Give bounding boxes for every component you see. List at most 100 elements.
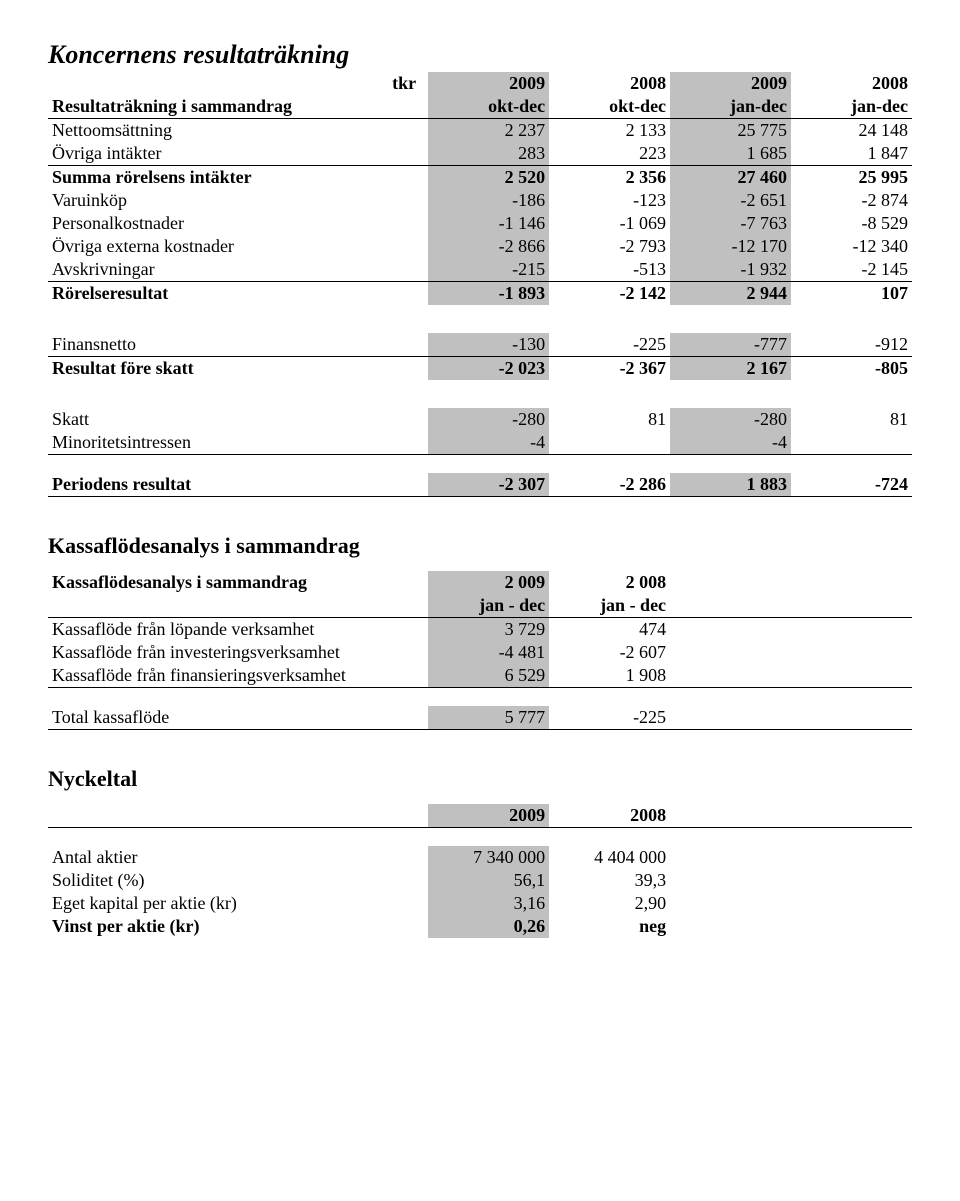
v3: -1 932 — [670, 258, 791, 282]
v1: 3 729 — [428, 618, 549, 642]
r-year-1: 2009 — [428, 804, 549, 828]
label: Rörelseresultat — [48, 282, 428, 306]
v3: -2 651 — [670, 189, 791, 212]
v2: -513 — [549, 258, 670, 282]
v4: -8 529 — [791, 212, 912, 235]
cf-row-total: Total kassaflöde 5 777 -225 — [48, 706, 912, 730]
v1: -2 307 — [428, 473, 549, 497]
label: Antal aktier — [48, 846, 428, 869]
v3: -7 763 — [670, 212, 791, 235]
ratios-table: 2009 2008 Antal aktier 7 340 000 4 404 0… — [48, 804, 912, 938]
v2: 39,3 — [549, 869, 670, 892]
cf-blank — [670, 571, 912, 594]
row-finans: Finansnetto -130 -225 -777 -912 — [48, 333, 912, 357]
v4 — [791, 431, 912, 455]
v2: -2 142 — [549, 282, 670, 306]
v2: -123 — [549, 189, 670, 212]
v3: 2 944 — [670, 282, 791, 306]
v3: 27 460 — [670, 166, 791, 190]
v1: -2 023 — [428, 357, 549, 381]
row-fore-skatt: Resultat före skatt -2 023 -2 367 2 167 … — [48, 357, 912, 381]
v1: 0,26 — [428, 915, 549, 938]
period-4: jan-dec — [791, 95, 912, 119]
v1: -4 — [428, 431, 549, 455]
label: Summa rörelsens intäkter — [48, 166, 428, 190]
v2: 2 133 — [549, 119, 670, 143]
cf-row-invest: Kassaflöde från investeringsverksamhet -… — [48, 641, 912, 664]
v1: 3,16 — [428, 892, 549, 915]
v4: -2 874 — [791, 189, 912, 212]
v4: -724 — [791, 473, 912, 497]
page-title: Koncernens resultaträkning — [48, 40, 912, 70]
tkr-label: tkr — [48, 72, 428, 95]
v4: -805 — [791, 357, 912, 381]
v1: 6 529 — [428, 664, 549, 688]
v2: -225 — [549, 333, 670, 357]
v4: 25 995 — [791, 166, 912, 190]
r-row-solid: Soliditet (%) 56,1 39,3 — [48, 869, 912, 892]
v1: -2 866 — [428, 235, 549, 258]
v2: 4 404 000 — [549, 846, 670, 869]
cf-row-finans: Kassaflöde från finansieringsverksamhet … — [48, 664, 912, 688]
label: Periodens resultat — [48, 473, 428, 497]
row-netto: Nettoomsättning 2 237 2 133 25 775 24 14… — [48, 119, 912, 143]
r-row-vinst: Vinst per aktie (kr) 0,26 neg — [48, 915, 912, 938]
v1: 2 520 — [428, 166, 549, 190]
v4: -12 340 — [791, 235, 912, 258]
label: Kassaflöde från löpande verksamhet — [48, 618, 428, 642]
v1: -1 893 — [428, 282, 549, 306]
v2: 2 356 — [549, 166, 670, 190]
v2: 223 — [549, 142, 670, 166]
v3: -280 — [670, 408, 791, 431]
v2: 2,90 — [549, 892, 670, 915]
r-year-2: 2008 — [549, 804, 670, 828]
year-3: 2009 — [670, 72, 791, 95]
v4: -2 145 — [791, 258, 912, 282]
v3: -12 170 — [670, 235, 791, 258]
label: Kassaflöde från investeringsverksamhet — [48, 641, 428, 664]
period-1: okt-dec — [428, 95, 549, 119]
row-avskr: Avskrivningar -215 -513 -1 932 -2 145 — [48, 258, 912, 282]
row-varuinkop: Varuinköp -186 -123 -2 651 -2 874 — [48, 189, 912, 212]
cf-year-1: 2 009 — [428, 571, 549, 594]
v1: 56,1 — [428, 869, 549, 892]
v2: -225 — [549, 706, 670, 730]
v1: 283 — [428, 142, 549, 166]
label: Finansnetto — [48, 333, 428, 357]
cf-row-lopande: Kassaflöde från löpande verksamhet 3 729… — [48, 618, 912, 642]
v1: 7 340 000 — [428, 846, 549, 869]
v1: -280 — [428, 408, 549, 431]
row-personal: Personalkostnader -1 146 -1 069 -7 763 -… — [48, 212, 912, 235]
year-4: 2008 — [791, 72, 912, 95]
cf-per-2: jan - dec — [549, 594, 670, 618]
r-row-aktier: Antal aktier 7 340 000 4 404 000 — [48, 846, 912, 869]
label: Övriga intäkter — [48, 142, 428, 166]
v3: 1 685 — [670, 142, 791, 166]
v4: -912 — [791, 333, 912, 357]
r-row-eget: Eget kapital per aktie (kr) 3,16 2,90 — [48, 892, 912, 915]
cf-sub: Kassaflödesanalys i sammandrag — [48, 571, 428, 594]
label: Kassaflöde från finansieringsverksamhet — [48, 664, 428, 688]
row-minoritet: Minoritetsintressen -4 -4 — [48, 431, 912, 455]
label: Personalkostnader — [48, 212, 428, 235]
label: Avskrivningar — [48, 258, 428, 282]
period-2: okt-dec — [549, 95, 670, 119]
v2: -1 069 — [549, 212, 670, 235]
v3: 2 167 — [670, 357, 791, 381]
row-skatt: Skatt -280 81 -280 81 — [48, 408, 912, 431]
v3: -777 — [670, 333, 791, 357]
cf-year-2: 2 008 — [549, 571, 670, 594]
ratios-title: Nyckeltal — [48, 766, 912, 792]
cashflow-title: Kassaflödesanalys i sammandrag — [48, 533, 912, 559]
cf-blank2 — [670, 594, 912, 618]
v2 — [549, 431, 670, 455]
v2: -2 607 — [549, 641, 670, 664]
label: Minoritetsintressen — [48, 431, 428, 455]
v1: -186 — [428, 189, 549, 212]
income-statement: tkr 2009 2008 2009 2008 Resultaträkning … — [48, 72, 912, 497]
v1: 2 237 — [428, 119, 549, 143]
cf-per-1: jan - dec — [428, 594, 549, 618]
label: Vinst per aktie (kr) — [48, 915, 428, 938]
v1: -4 481 — [428, 641, 549, 664]
row-ovriga-int: Övriga intäkter 283 223 1 685 1 847 — [48, 142, 912, 166]
